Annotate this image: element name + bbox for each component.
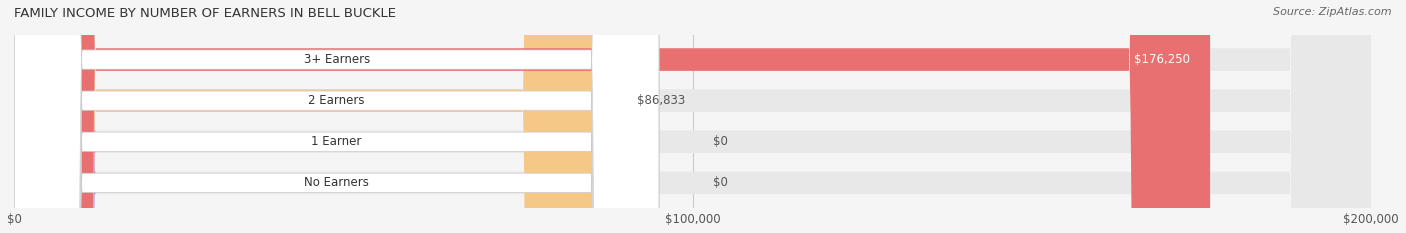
Text: Source: ZipAtlas.com: Source: ZipAtlas.com	[1274, 7, 1392, 17]
FancyBboxPatch shape	[14, 0, 1211, 233]
Text: FAMILY INCOME BY NUMBER OF EARNERS IN BELL BUCKLE: FAMILY INCOME BY NUMBER OF EARNERS IN BE…	[14, 7, 396, 20]
FancyBboxPatch shape	[14, 0, 1371, 233]
FancyBboxPatch shape	[14, 0, 1371, 233]
FancyBboxPatch shape	[14, 0, 659, 233]
Text: $176,250: $176,250	[1133, 53, 1189, 66]
FancyBboxPatch shape	[0, 0, 96, 233]
Text: $0: $0	[713, 135, 728, 148]
Text: 1 Earner: 1 Earner	[312, 135, 361, 148]
Text: 3+ Earners: 3+ Earners	[304, 53, 370, 66]
FancyBboxPatch shape	[14, 0, 659, 233]
Text: 2 Earners: 2 Earners	[308, 94, 366, 107]
FancyBboxPatch shape	[14, 0, 1371, 233]
Text: $86,833: $86,833	[637, 94, 686, 107]
FancyBboxPatch shape	[14, 0, 603, 233]
Text: $0: $0	[713, 176, 728, 189]
FancyBboxPatch shape	[14, 0, 1371, 233]
Text: No Earners: No Earners	[304, 176, 368, 189]
FancyBboxPatch shape	[0, 0, 96, 233]
FancyBboxPatch shape	[14, 0, 659, 233]
FancyBboxPatch shape	[14, 0, 659, 233]
